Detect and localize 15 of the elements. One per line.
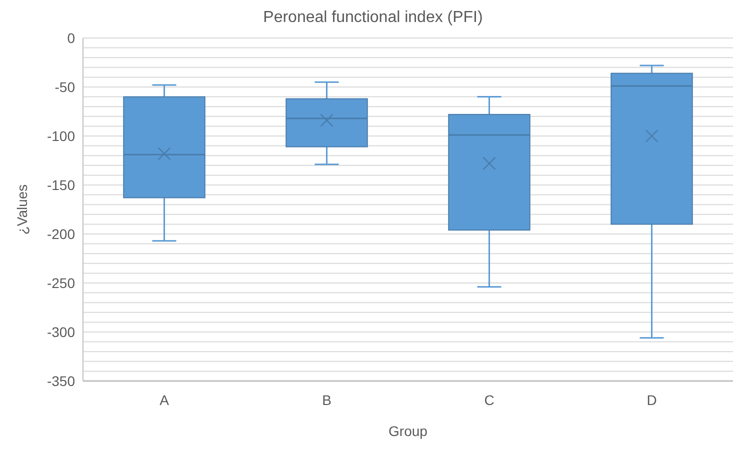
y-tick-label: -350 xyxy=(46,372,76,389)
y-tick-label: -250 xyxy=(46,274,76,291)
x-tick-label: D xyxy=(646,392,657,408)
y-tick-label: -50 xyxy=(54,78,76,95)
y-tick-label: 0 xyxy=(67,30,76,46)
y-tick-label: -200 xyxy=(46,226,76,242)
chart-title: Peroneal functional index (PFI) xyxy=(263,9,483,26)
x-axis-title: Group xyxy=(388,423,428,439)
x-tick-label: A xyxy=(160,392,170,408)
y-tick-label: -100 xyxy=(46,128,76,144)
y-axis-title: ¿Values xyxy=(14,184,30,235)
x-tick-label: C xyxy=(484,392,494,408)
y-tick-label: -300 xyxy=(46,324,76,340)
y-tick-label: -150 xyxy=(46,176,76,193)
x-tick-label: B xyxy=(322,392,332,408)
